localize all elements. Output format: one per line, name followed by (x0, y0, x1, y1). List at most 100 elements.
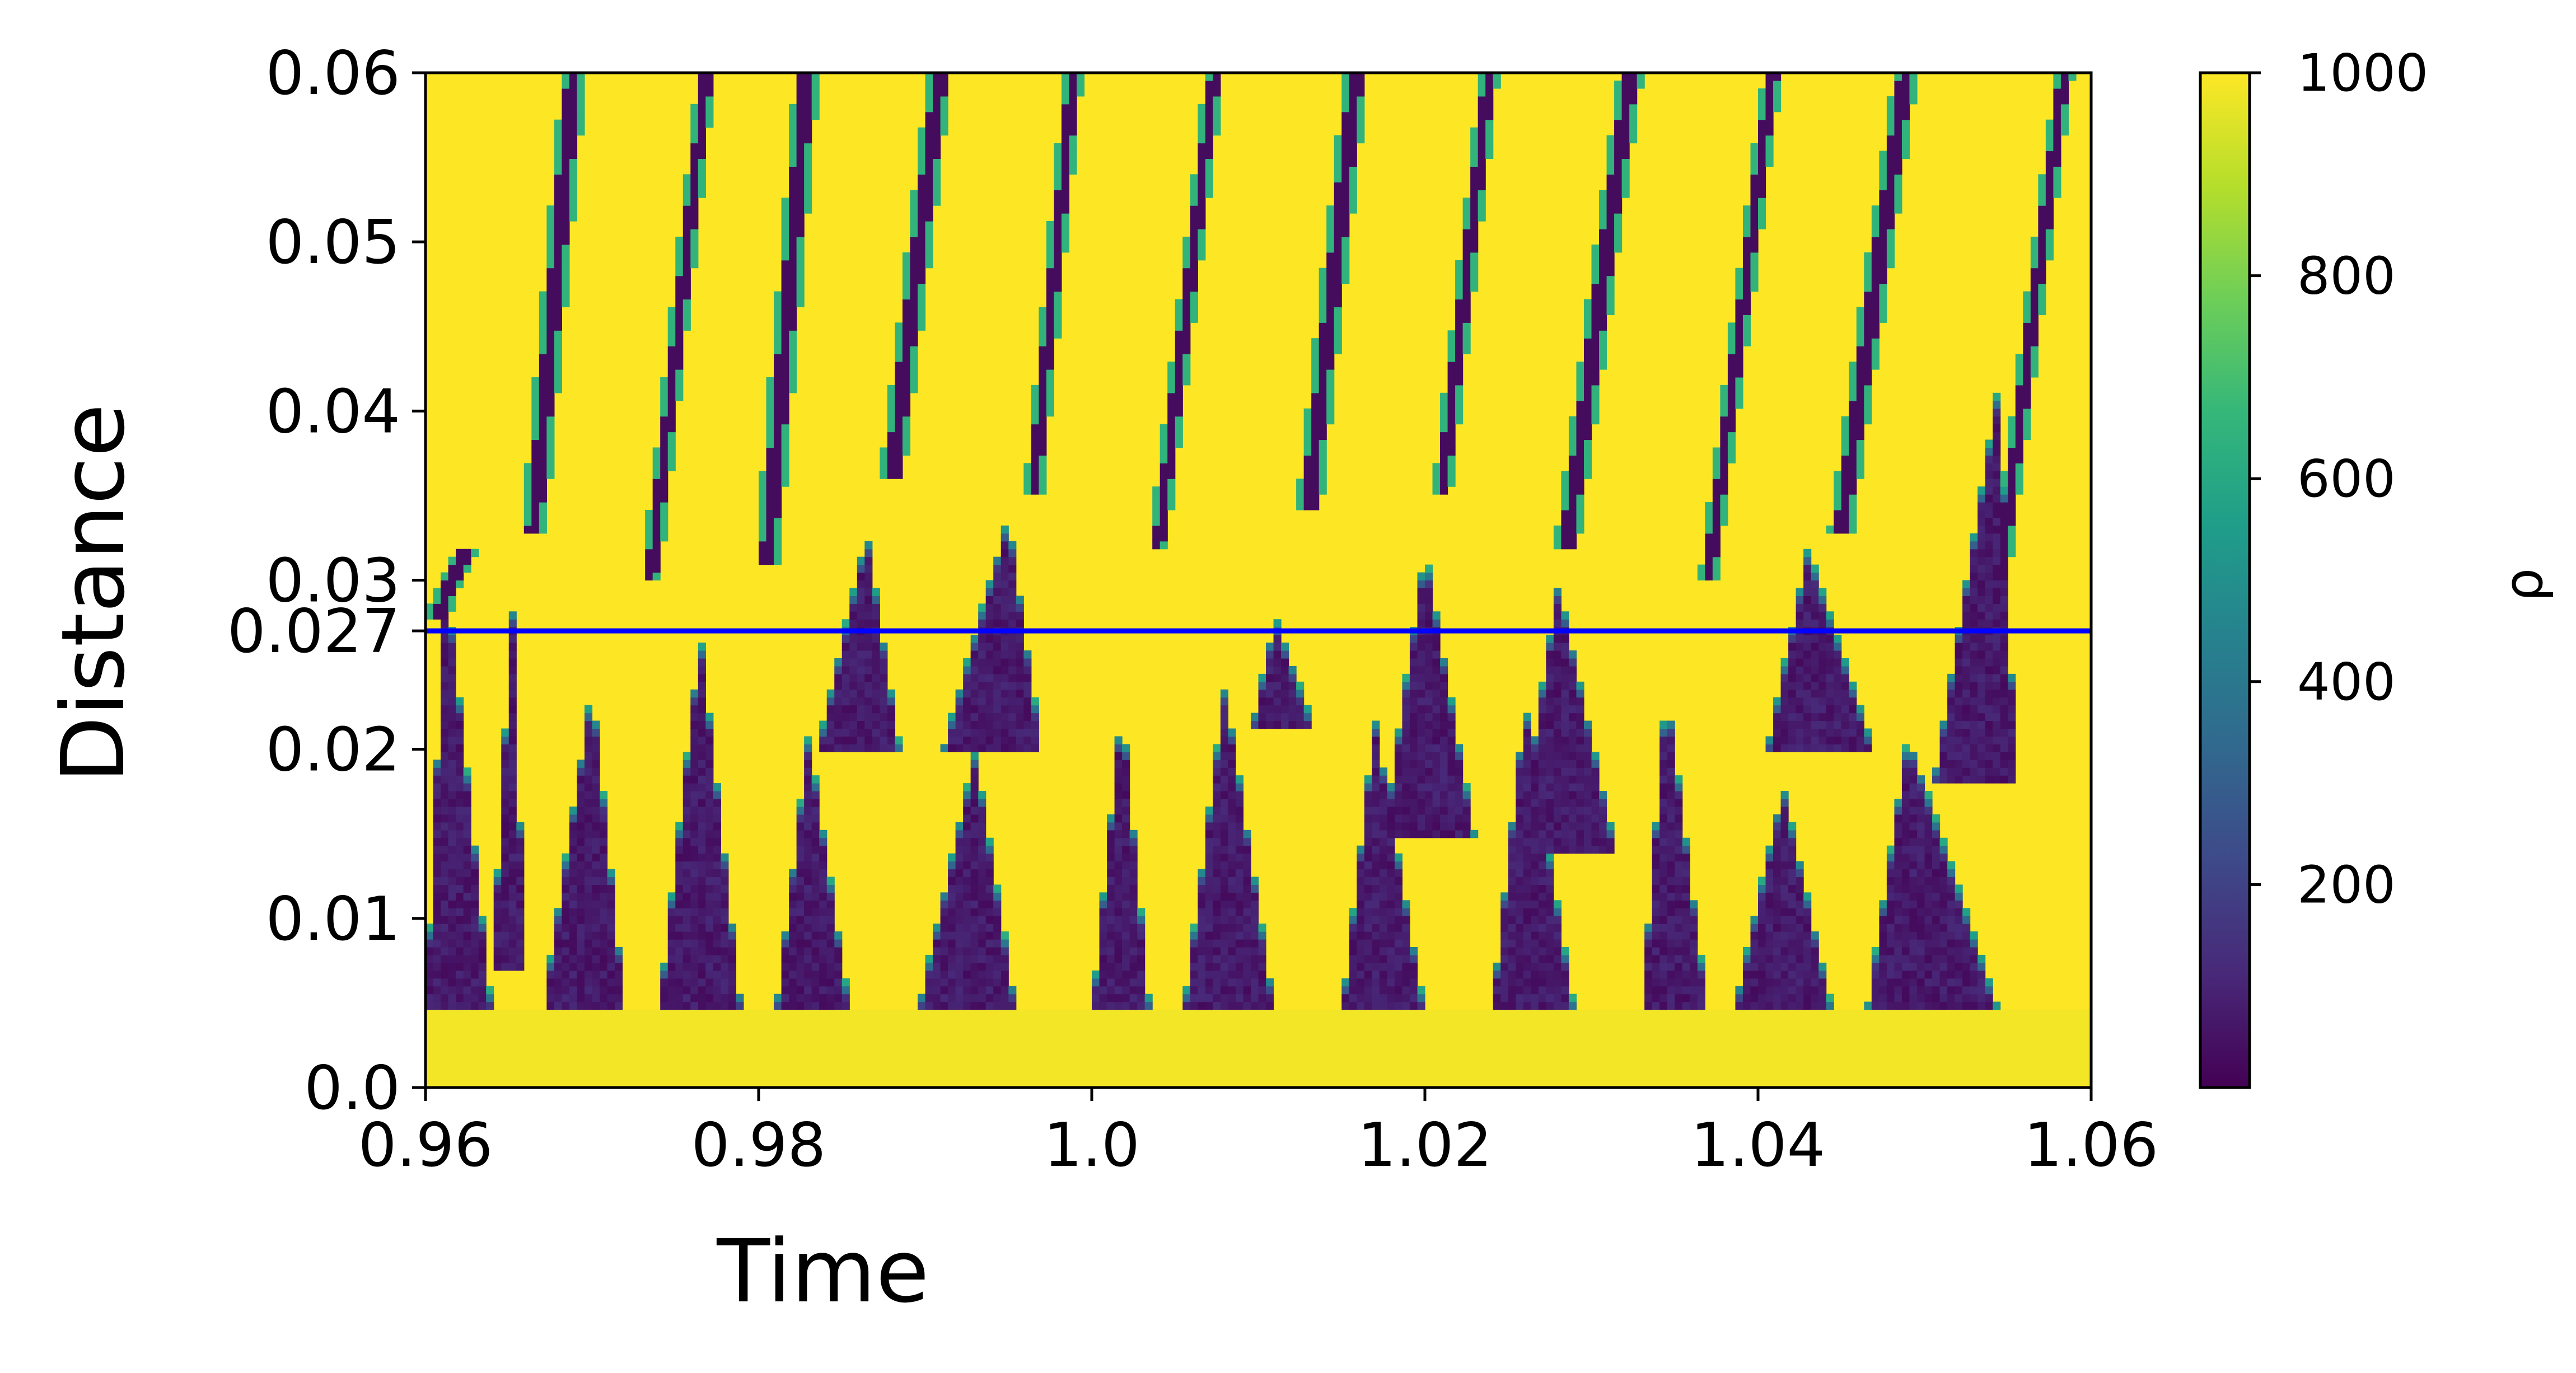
heatmap-cell (1962, 916, 1971, 924)
heatmap-cell (721, 924, 729, 932)
heatmap-cell (1425, 580, 1433, 589)
heatmap-cell (1205, 962, 1213, 971)
heatmap-cell (1871, 970, 1880, 979)
heatmap-cell (1803, 892, 1812, 901)
heatmap-cell (1205, 861, 1213, 870)
heatmap-cell (1553, 619, 1562, 627)
heatmap-cell (1432, 705, 1441, 714)
heatmap-cell (766, 486, 782, 495)
heatmap-cell (1720, 432, 1728, 441)
heatmap-cell (1531, 916, 1539, 924)
heatmap-cell (1372, 837, 1380, 846)
heatmap-cell (1349, 946, 1357, 955)
heatmap-cell (1909, 845, 1918, 854)
heatmap-cell (1803, 986, 1819, 995)
heatmap-cell (1568, 432, 1577, 441)
heatmap-cell (1758, 884, 1766, 893)
heatmap-cell (456, 744, 464, 752)
heatmap-cell (2023, 416, 2031, 425)
heatmap-cell (963, 924, 971, 932)
heatmap-cell (1553, 603, 1562, 612)
heatmap-cell (970, 673, 979, 682)
heatmap-cell (1531, 845, 1539, 854)
heatmap-cell (592, 728, 600, 737)
heatmap-cell (584, 845, 593, 854)
heatmap-cell (963, 713, 971, 721)
heatmap-cell (1462, 798, 1471, 807)
heatmap-cell (667, 377, 676, 386)
heatmap-cell (1447, 362, 1464, 370)
heatmap-cell (600, 814, 608, 823)
heatmap-cell (721, 939, 729, 948)
heatmap-cell (1811, 580, 1819, 589)
heatmap-cell (1591, 845, 1600, 854)
heatmap-cell (1780, 892, 1789, 901)
heatmap-cell (781, 432, 789, 441)
heatmap-cell (1387, 791, 1395, 799)
heatmap-cell (948, 970, 956, 979)
heatmap-cell (1977, 517, 1986, 526)
heatmap-cell (690, 908, 699, 916)
heatmap-cell (1788, 720, 1804, 729)
heatmap-cell (523, 517, 532, 526)
heatmap-cell (1675, 861, 1683, 870)
heatmap-cell (554, 1001, 563, 1010)
heatmap-cell (667, 307, 676, 315)
heatmap-cell (501, 830, 509, 838)
heatmap-cell (675, 291, 691, 300)
heatmap-cell (1447, 338, 1456, 346)
heatmap-cell (774, 392, 789, 401)
heatmap-cell (1357, 924, 1365, 932)
heatmap-cell (1129, 892, 1138, 901)
heatmap-cell (705, 970, 714, 979)
heatmap-cell (577, 814, 585, 823)
heatmap-cell (1742, 946, 1751, 955)
heatmap-cell (849, 673, 858, 682)
heatmap-cell (1455, 307, 1471, 315)
heatmap-cell (682, 946, 691, 955)
heatmap-cell (1811, 564, 1819, 573)
heatmap-cell (1591, 767, 1600, 776)
heatmap-cell (1796, 697, 1804, 706)
heatmap-cell (1962, 603, 1971, 612)
heatmap-cell (1546, 962, 1554, 971)
heatmap-cell (1402, 954, 1410, 963)
heatmap-cell (1977, 736, 1986, 744)
heatmap-cell (781, 338, 789, 346)
heatmap-cell (1788, 635, 1797, 643)
heatmap-cell (1001, 962, 1009, 971)
heatmap-cell (1538, 916, 1546, 924)
heatmap-cell (1644, 954, 1653, 963)
heatmap-cell (1266, 697, 1274, 706)
heatmap-cell (1962, 619, 1971, 627)
heatmap-cell (1440, 830, 1448, 838)
heatmap-cell (1553, 798, 1562, 807)
heatmap-cell (1606, 837, 1615, 846)
heatmap-cell (872, 720, 880, 729)
heatmap-cell (667, 385, 676, 393)
heatmap-cell (1894, 861, 1902, 870)
heatmap-cell (1780, 837, 1789, 846)
heatmap-cell (1993, 509, 2016, 518)
heatmap-cell (1319, 322, 1335, 331)
heatmap-cell (940, 908, 948, 916)
heatmap-cell (1190, 315, 1198, 323)
heatmap-cell (698, 736, 706, 744)
heatmap-cell (789, 908, 797, 916)
heatmap-cell (1531, 736, 1539, 744)
heatmap-cell (493, 962, 502, 971)
heatmap-cell (1720, 400, 1728, 409)
heatmap-cell (1107, 861, 1115, 870)
heatmap-cell (600, 931, 608, 940)
heatmap-cell (508, 666, 517, 674)
heatmap-cell (1001, 658, 1009, 667)
heatmap-cell (864, 728, 873, 737)
heatmap-cell (456, 713, 464, 721)
heatmap-cell (1659, 954, 1668, 963)
heatmap-cell (2015, 354, 2023, 362)
heatmap-cell (1841, 439, 1849, 448)
heatmap-cell (1561, 728, 1569, 737)
heatmap-cell (872, 643, 880, 651)
heatmap-cell (1886, 845, 1895, 854)
heatmap-cell (1924, 939, 1933, 948)
